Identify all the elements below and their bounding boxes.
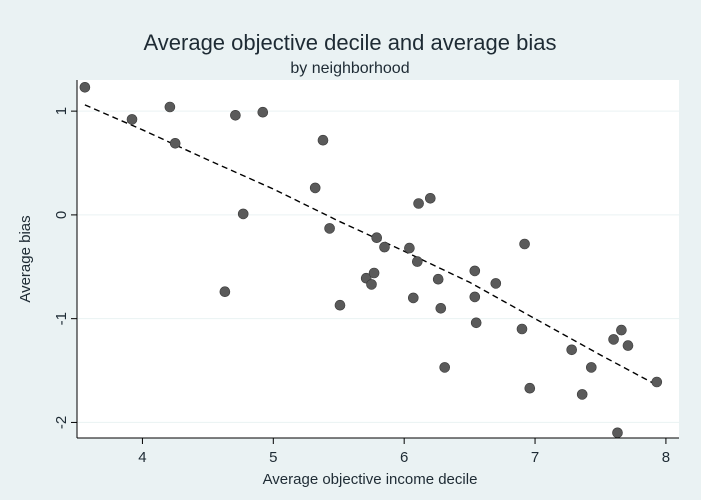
data-point <box>424 193 436 204</box>
data-point <box>470 317 482 329</box>
data-point <box>126 114 138 125</box>
data-point <box>169 138 181 149</box>
x-axis-label: Average objective income decile <box>263 471 478 488</box>
data-point <box>334 299 346 311</box>
data-point <box>407 292 419 304</box>
gridlines <box>77 110 679 423</box>
data-point <box>616 324 627 336</box>
axes <box>76 80 679 439</box>
y-tick-label: -2 <box>53 416 70 429</box>
data-point <box>516 323 528 335</box>
data-point <box>585 362 597 373</box>
data-point <box>519 238 530 250</box>
data-point <box>79 82 91 93</box>
data-point <box>309 182 321 194</box>
data-point <box>469 265 481 277</box>
data-point <box>490 278 502 289</box>
data-point <box>219 286 231 298</box>
data-point <box>411 256 423 267</box>
data-point <box>622 340 634 351</box>
data-point <box>608 334 619 345</box>
data-point <box>469 291 481 303</box>
data-point <box>612 427 623 439</box>
x-tick-label: 8 <box>662 449 670 466</box>
chart-title: Average objective decile and average bia… <box>144 30 557 55</box>
x-tick-label: 6 <box>400 449 408 466</box>
data-point <box>576 389 588 400</box>
fit-line-group <box>84 104 658 386</box>
y-tick-label: 1 <box>53 107 70 115</box>
data-point <box>324 223 335 234</box>
data-point <box>317 134 329 146</box>
data-point <box>651 376 663 388</box>
data-point <box>371 232 383 243</box>
data-point <box>435 302 447 314</box>
y-axis-label: Average bias <box>17 215 34 302</box>
data-points <box>79 82 663 439</box>
x-tick-label: 7 <box>531 449 539 466</box>
data-point <box>432 273 444 285</box>
data-point <box>524 382 536 394</box>
data-point <box>368 267 380 279</box>
chart-subtitle: by neighborhood <box>290 60 409 77</box>
data-point <box>366 279 377 290</box>
data-point <box>257 106 269 118</box>
data-point <box>566 344 578 356</box>
data-point <box>164 101 176 113</box>
data-point <box>404 242 415 254</box>
x-tick-label: 4 <box>138 449 146 466</box>
fitted-line <box>84 104 658 386</box>
ticks: 4 5 6 7 8 -2 -1 0 1 <box>53 107 670 466</box>
data-point <box>439 362 451 373</box>
data-point <box>230 110 241 121</box>
plot-panel <box>77 80 679 438</box>
y-tick-label: 0 <box>53 211 70 219</box>
x-tick-label: 5 <box>269 449 277 466</box>
data-point <box>237 208 249 220</box>
data-point <box>379 241 390 253</box>
data-point <box>413 198 424 209</box>
y-tick-label: -1 <box>53 312 70 325</box>
